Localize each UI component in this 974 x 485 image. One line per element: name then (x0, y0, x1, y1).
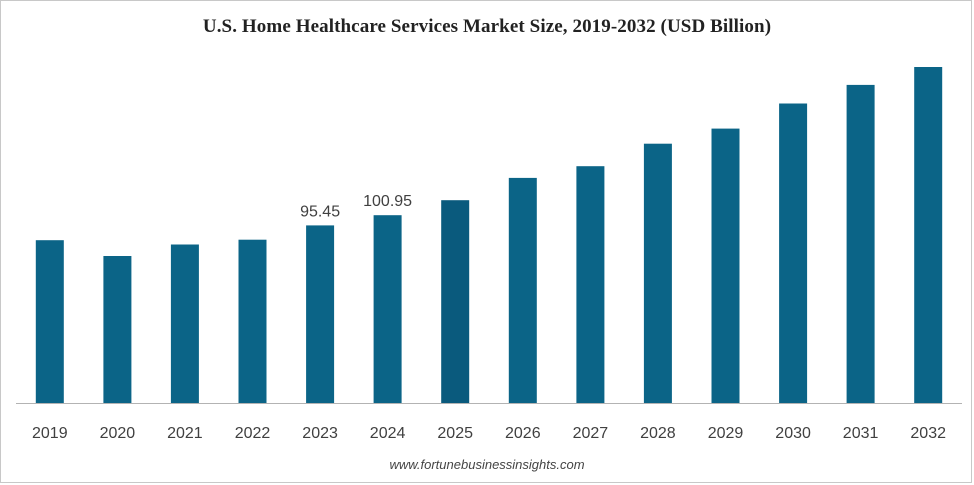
bar-2032 (914, 67, 943, 403)
bar-2020 (103, 256, 132, 403)
x-tick-labels: 2019 2020 2021 2022 2023 2024 2025 2026 2027 2028… (32, 425, 946, 442)
x-tick-2032: 2032 (910, 425, 946, 442)
source-watermark: www.fortunebusinessinsights.com (389, 457, 585, 472)
bar-2026 (508, 177, 537, 403)
x-tick-2029: 2029 (708, 425, 744, 442)
bar-2027 (576, 166, 605, 403)
bar-2025 (441, 200, 470, 403)
bars-group (35, 67, 943, 404)
bar-2031 (846, 84, 875, 404)
x-tick-2025: 2025 (437, 425, 473, 442)
bar-2029 (711, 128, 740, 403)
x-tick-2024: 2024 (370, 425, 406, 442)
bar-2023 (306, 225, 335, 403)
x-tick-2019: 2019 (32, 425, 68, 442)
bar-2030 (779, 103, 808, 403)
x-tick-2023: 2023 (302, 425, 338, 442)
x-tick-2028: 2028 (640, 425, 676, 442)
data-label-2024: 100.95 (363, 193, 412, 210)
x-tick-2026: 2026 (505, 425, 541, 442)
x-tick-2027: 2027 (573, 425, 609, 442)
x-tick-2021: 2021 (167, 425, 203, 442)
bar-2028 (643, 143, 672, 403)
bar-2019 (35, 240, 64, 403)
bar-2021 (170, 244, 199, 403)
bar-2024 (373, 215, 402, 403)
x-tick-2020: 2020 (100, 425, 136, 442)
bar-2022 (238, 239, 267, 403)
x-tick-2030: 2030 (775, 425, 811, 442)
chart-title: U.S. Home Healthcare Services Market Siz… (202, 16, 772, 37)
x-tick-2022: 2022 (235, 425, 271, 442)
data-label-2023: 95.45 (300, 203, 340, 220)
x-tick-2031: 2031 (843, 425, 879, 442)
data-labels: 95.45 100.95 (300, 193, 412, 220)
